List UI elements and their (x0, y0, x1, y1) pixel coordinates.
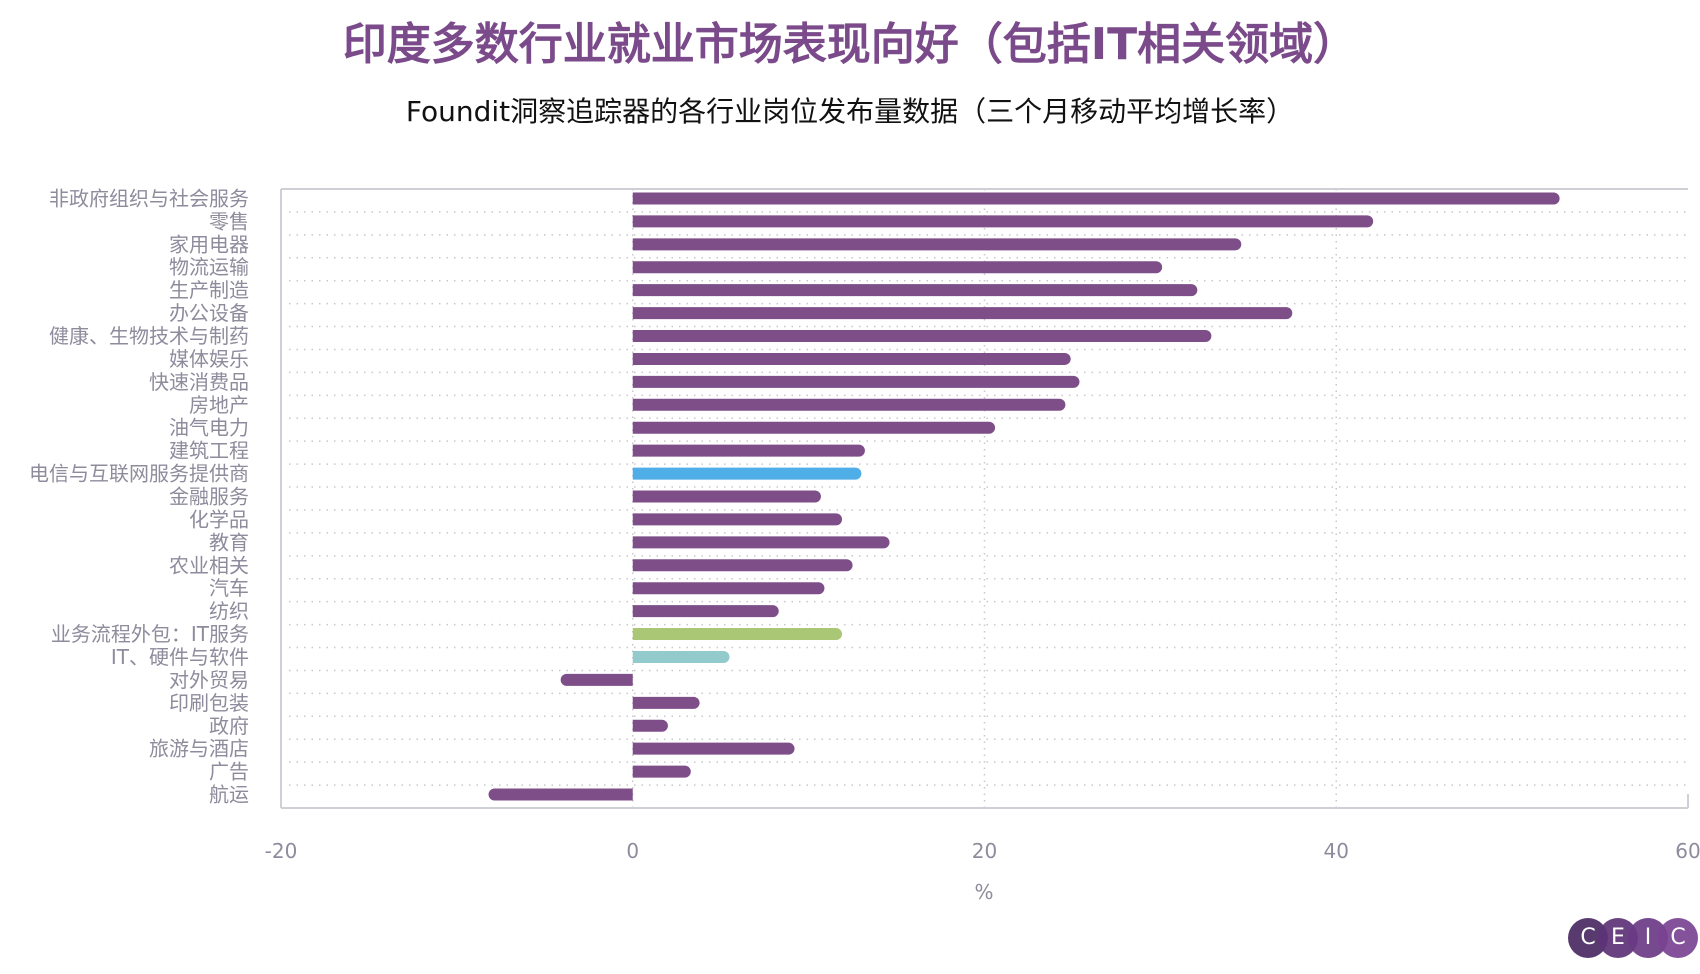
bar (632, 284, 1198, 297)
x-tick-labels: -20 0 20 40 60 (265, 839, 1700, 863)
bar (632, 238, 1242, 251)
bar (632, 375, 1080, 388)
category-label: 航运 (209, 783, 249, 807)
x-tick-label: 0 (626, 839, 639, 863)
bar (632, 490, 821, 503)
bar (632, 582, 825, 595)
bar (632, 765, 691, 778)
category-label: 办公设备 (169, 301, 249, 325)
bar (632, 513, 843, 526)
category-label: 对外贸易 (169, 668, 249, 692)
bar (632, 444, 865, 457)
category-label: 物流运输 (169, 255, 249, 279)
category-label: 印刷包装 (169, 691, 249, 715)
x-tick-label: -20 (265, 839, 298, 863)
bars (488, 192, 1560, 801)
category-label: 建筑工程 (169, 439, 249, 463)
bar (632, 719, 668, 732)
bar (632, 352, 1071, 365)
bar (632, 467, 862, 480)
bar (632, 605, 779, 618)
category-label: 生产制造 (169, 278, 249, 302)
bar (632, 650, 730, 663)
category-label: 政府 (209, 714, 249, 738)
category-label: 业务流程外包：IT服务 (51, 622, 249, 646)
bar (632, 330, 1212, 343)
chart-title: 印度多数行业就业市场表现向好（包括IT相关领域） (342, 19, 1358, 70)
gridlines (280, 188, 1689, 809)
bar (632, 261, 1163, 274)
bar (632, 307, 1293, 320)
category-label: 房地产 (189, 393, 249, 417)
bar (632, 536, 890, 549)
chart-subtitle: Foundit洞察追踪器的各行业岗位发布量数据（三个月移动平均增长率） (405, 95, 1295, 128)
bar (632, 192, 1560, 205)
x-tick-label: 40 (1324, 839, 1349, 863)
category-labels: 非政府组织与社会服务零售家用电器物流运输生产制造办公设备健康、生物技术与制药媒体… (29, 186, 249, 806)
bar (632, 696, 700, 709)
bar (632, 421, 996, 434)
bar (632, 215, 1374, 228)
category-label: 电信与互联网服务提供商 (29, 462, 249, 486)
category-label: 金融服务 (169, 485, 249, 509)
bar (560, 673, 633, 686)
x-tick-label: 20 (972, 839, 997, 863)
category-label: 化学品 (189, 507, 249, 531)
category-label: 零售 (209, 209, 249, 233)
category-label: IT、硬件与软件 (111, 645, 249, 669)
bar (632, 398, 1066, 411)
category-label: 媒体娱乐 (169, 347, 249, 371)
logo-letter: C (1658, 918, 1698, 958)
category-label: 纺织 (209, 599, 249, 623)
category-label: 旅游与酒店 (149, 737, 249, 761)
category-label: 广告 (209, 760, 249, 784)
x-axis-label: % (974, 880, 993, 904)
category-label: 油气电力 (169, 416, 249, 440)
category-label: 汽车 (209, 576, 249, 600)
category-label: 教育 (209, 530, 249, 554)
category-label: 农业相关 (169, 553, 249, 577)
bar (632, 628, 843, 641)
category-label: 家用电器 (169, 232, 249, 256)
bar (632, 742, 795, 755)
category-label: 快速消费品 (149, 370, 249, 394)
x-tick-label: 60 (1675, 839, 1700, 863)
bar (632, 559, 853, 572)
bar (488, 788, 633, 801)
category-label: 非政府组织与社会服务 (49, 186, 249, 210)
category-label: 健康、生物技术与制药 (49, 324, 249, 348)
